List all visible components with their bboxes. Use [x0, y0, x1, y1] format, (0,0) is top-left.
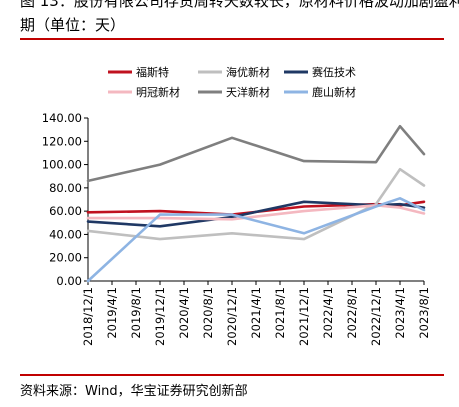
x-tick-label: 2021/8/1 [273, 287, 287, 339]
y-tick-label: 140.00 [42, 111, 82, 125]
y-tick-label: 80.00 [49, 181, 82, 195]
legend-label: 明冠新材 [136, 85, 180, 99]
x-tick-label: 2020/8/1 [201, 287, 215, 339]
legend-label: 赛伍技术 [312, 65, 356, 79]
x-tick-label: 2023/4/1 [393, 287, 407, 339]
series-line-4 [86, 204, 426, 221]
x-tick-label: 2021/4/1 [249, 287, 263, 339]
legend-label: 福斯特 [136, 65, 169, 79]
series-line-5 [86, 124, 426, 183]
x-tick-label: 2023/8/1 [417, 287, 431, 339]
y-tick-label: 0.00 [56, 274, 82, 288]
legend-label: 海优新材 [226, 65, 270, 79]
series-line-2 [86, 167, 426, 241]
title-divider [20, 38, 444, 40]
series-line-3 [86, 200, 426, 228]
figure-title-line-1: 图 13：股份有限公司存货周转天数较长，原材料价格波动加剧盈利周 [20, 0, 459, 10]
x-tick-label: 2019/4/1 [105, 287, 119, 339]
x-tick-label: 2018/12/1 [81, 287, 95, 346]
x-tick-label: 2019/8/1 [129, 287, 143, 339]
x-tick-label: 2019/12/1 [153, 287, 167, 346]
y-tick-label: 40.00 [49, 227, 82, 241]
legend-label: 天洋新材 [226, 85, 270, 99]
series-line-6 [86, 197, 426, 283]
y-tick-label: 60.00 [49, 204, 82, 218]
y-tick-label: 20.00 [49, 251, 82, 265]
x-tick-label: 2020/12/1 [225, 287, 239, 346]
x-tick-label: 2022/8/1 [345, 287, 359, 339]
x-tick-label: 2022/12/1 [369, 287, 383, 346]
legend-label: 鹿山新材 [312, 85, 356, 99]
source-divider [20, 374, 444, 376]
source-note: 资料来源：Wind，华宝证券研究创新部 [20, 384, 248, 399]
y-tick-label: 100.00 [42, 158, 82, 172]
x-tick-label: 2021/12/1 [297, 287, 311, 346]
x-tick-label: 2022/4/1 [321, 287, 335, 339]
x-tick-label: 2020/4/1 [177, 287, 191, 339]
figure-title-line-2: 期（单位：天） [20, 16, 126, 34]
y-tick-label: 120.00 [42, 134, 82, 148]
